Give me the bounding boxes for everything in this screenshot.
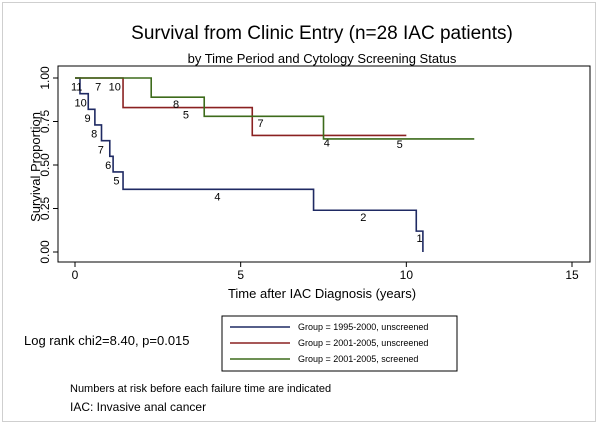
x-tick-label: 10	[400, 268, 414, 282]
legend-label-1: Group = 1995-2000, unscreened	[298, 322, 428, 332]
numbers-at-risk-note: Numbers at risk before each failure time…	[70, 383, 331, 395]
y-axis-label: Survival Proportion	[28, 112, 43, 222]
y-tick-label: 0.25	[38, 196, 52, 220]
risk-count-label: 5	[397, 139, 403, 151]
y-tick-label: 0.00	[38, 240, 52, 264]
plot-area: 0.000.250.500.751.000 5 10 1511109876542110…	[38, 65, 591, 282]
chart-title: Survival from Clinic Entry (n=28 IAC pat…	[131, 23, 513, 44]
chart-subtitle: by Time Period and Cytology Screening St…	[188, 51, 457, 66]
risk-count-label: 10	[75, 97, 87, 109]
risk-count-label: 7	[95, 82, 101, 94]
risk-count-label: 7	[98, 144, 104, 156]
legend-label-3: Group = 2001-2005, screened	[298, 354, 418, 364]
risk-count-label: 4	[324, 137, 330, 149]
legend-box	[221, 315, 458, 372]
x-tick-label: 5	[237, 268, 244, 282]
risk-count-label: 5	[113, 176, 119, 188]
survival-curve-3	[75, 77, 475, 140]
x-axis-label: Time after IAC Diagnosis (years)	[228, 286, 416, 301]
risk-count-label: 7	[257, 118, 263, 130]
risk-count-label: 8	[173, 99, 179, 111]
legend-label-2: Group = 2001-2005, unscreened	[298, 338, 428, 348]
risk-count-label: 11	[71, 82, 82, 94]
logrank-text: Log rank chi2=8.40, p=0.015	[24, 333, 190, 348]
survival-curve-1	[75, 77, 424, 252]
risk-count-label: 8	[91, 129, 97, 141]
legend: Group = 1995-2000, unscreened Group = 200…	[221, 315, 458, 372]
x-tick-label: 0	[72, 268, 79, 282]
risk-count-label: 9	[85, 113, 91, 125]
risk-count-label: 1	[417, 233, 423, 245]
x-tick-label: 15	[565, 268, 579, 282]
risk-count-label: 4	[214, 191, 220, 203]
y-tick-label: 0.50	[38, 153, 52, 177]
risk-count-label: 10	[109, 82, 121, 94]
risk-count-label: 5	[183, 110, 189, 122]
risk-count-label: 2	[360, 212, 366, 224]
plot-region-border	[57, 65, 591, 263]
iac-definition: IAC: Invasive anal cancer	[70, 400, 206, 414]
y-tick-label: 1.00	[38, 66, 52, 90]
survival-curve-2	[75, 77, 407, 137]
risk-count-label: 6	[105, 160, 111, 172]
y-tick-label: 0.75	[38, 109, 52, 133]
